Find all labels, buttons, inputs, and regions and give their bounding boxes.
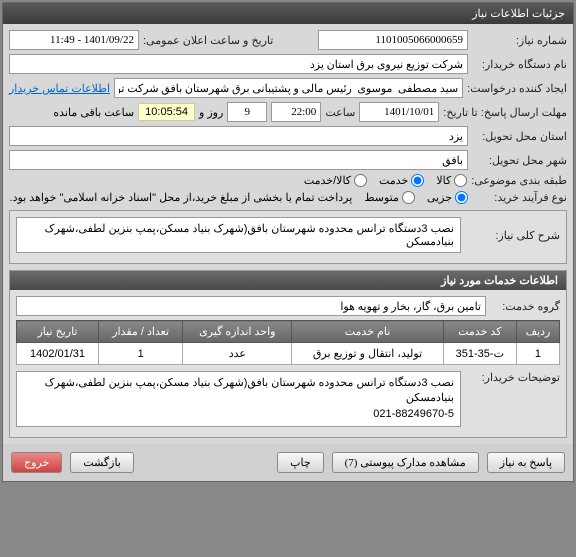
days-left-input[interactable] bbox=[227, 102, 267, 122]
general-desc-section: شرح کلی نیاز: نصب 3دستگاه ترانس محدوده ش… bbox=[9, 210, 567, 264]
footer-buttons: پاسخ به نیاز مشاهده مدارک پیوستی (7) چاپ… bbox=[3, 444, 573, 481]
back-button[interactable]: بازگشت bbox=[70, 452, 134, 473]
process-partial-label: جزیی bbox=[427, 191, 452, 204]
deadline-date-input[interactable] bbox=[359, 102, 439, 122]
topic-radio-group: کالا خدمت کالا/خدمت bbox=[304, 174, 467, 187]
process-medium-option[interactable]: متوسط bbox=[364, 191, 415, 204]
announce-datetime-input[interactable] bbox=[9, 30, 139, 50]
window-title: جزئیات اطلاعات نیاز bbox=[472, 8, 565, 20]
topic-goods-option[interactable]: کالا bbox=[436, 174, 467, 187]
general-desc-label: شرح کلی نیاز: bbox=[465, 229, 560, 242]
topic-service-radio[interactable] bbox=[411, 174, 424, 187]
th-name: نام خدمت bbox=[292, 321, 443, 343]
process-medium-radio[interactable] bbox=[402, 191, 415, 204]
services-table: ردیف کد خدمت نام خدمت واحد اندازه گیری ت… bbox=[16, 320, 560, 365]
process-partial-option[interactable]: جزیی bbox=[427, 191, 468, 204]
topic-both-radio[interactable] bbox=[354, 174, 367, 187]
th-date: تاریخ نیاز bbox=[17, 321, 99, 343]
respond-button[interactable]: پاسخ به نیاز bbox=[487, 452, 565, 473]
topic-type-label: طبقه بندی موضوعی: bbox=[471, 174, 567, 187]
need-number-input[interactable] bbox=[318, 30, 468, 50]
buyer-label: نام دستگاه خریدار: bbox=[472, 58, 567, 71]
deadline-time-input[interactable] bbox=[271, 102, 321, 122]
th-unit: واحد اندازه گیری bbox=[183, 321, 292, 343]
buyer-name-input[interactable] bbox=[9, 54, 468, 74]
topic-goods-label: کالا bbox=[436, 174, 451, 187]
cell-row: 1 bbox=[516, 343, 559, 365]
buyer-notes-label: توضیحات خریدار: bbox=[465, 371, 560, 384]
province-input[interactable] bbox=[9, 126, 468, 146]
cell-qty: 1 bbox=[99, 343, 183, 365]
cell-unit: عدد bbox=[183, 343, 292, 365]
city-label: شهر محل تحویل: bbox=[472, 154, 567, 167]
time-label: ساعت bbox=[325, 106, 355, 119]
process-note: پرداخت تمام یا بخشی از مبلغ خرید،از محل … bbox=[10, 191, 353, 204]
attachments-button[interactable]: مشاهده مدارک پیوستی (7) bbox=[332, 452, 479, 473]
province-label: استان محل تحویل: bbox=[472, 130, 567, 143]
process-radio-group: جزیی متوسط bbox=[364, 191, 468, 204]
th-row: ردیف bbox=[516, 321, 559, 343]
main-window: جزئیات اطلاعات نیاز شماره نیاز: تاریخ و … bbox=[2, 2, 574, 482]
buyer-notes-box: نصب 3دستگاه ترانس محدوده شهرستان بافق(شه… bbox=[16, 371, 461, 427]
table-header-row: ردیف کد خدمت نام خدمت واحد اندازه گیری ت… bbox=[17, 321, 560, 343]
form-content: شماره نیاز: تاریخ و ساعت اعلان عمومی: نا… bbox=[3, 24, 573, 444]
services-section: اطلاعات خدمات مورد نیاز گروه خدمت: ردیف … bbox=[9, 270, 567, 438]
creator-label: ایجاد کننده درخواست: bbox=[467, 82, 567, 95]
announce-label: تاریخ و ساعت اعلان عمومی: bbox=[143, 34, 273, 47]
need-number-label: شماره نیاز: bbox=[472, 34, 567, 47]
topic-goods-radio[interactable] bbox=[454, 174, 467, 187]
th-qty: تعداد / مقدار bbox=[99, 321, 183, 343]
services-section-header: اطلاعات خدمات مورد نیاز bbox=[10, 271, 566, 290]
creator-input[interactable] bbox=[114, 78, 463, 98]
countdown-timer: 10:05:54 bbox=[138, 103, 195, 121]
th-code: کد خدمت bbox=[443, 321, 516, 343]
cell-date: 1402/01/31 bbox=[17, 343, 99, 365]
contact-link[interactable]: اطلاعات تماس خریدار bbox=[9, 82, 110, 95]
topic-service-label: خدمت bbox=[379, 174, 408, 187]
print-button[interactable]: چاپ bbox=[277, 452, 324, 473]
deadline-label: مهلت ارسال پاسخ: تا تاریخ: bbox=[443, 106, 567, 119]
process-medium-label: متوسط bbox=[364, 191, 399, 204]
topic-both-label: کالا/خدمت bbox=[304, 174, 351, 187]
general-desc-box: نصب 3دستگاه ترانس محدوده شهرستان بافق(شه… bbox=[16, 217, 461, 253]
topic-service-option[interactable]: خدمت bbox=[379, 174, 424, 187]
process-type-label: نوع فرآیند خرید: bbox=[472, 191, 567, 204]
process-partial-radio[interactable] bbox=[455, 191, 468, 204]
service-group-label: گروه خدمت: bbox=[490, 300, 560, 313]
service-group-input[interactable] bbox=[16, 296, 486, 316]
exit-button[interactable]: خروج bbox=[11, 452, 62, 473]
cell-name: تولید، انتقال و توزیع برق bbox=[292, 343, 443, 365]
topic-both-option[interactable]: کالا/خدمت bbox=[304, 174, 367, 187]
remaining-label: ساعت باقی مانده bbox=[53, 106, 134, 119]
city-input[interactable] bbox=[9, 150, 468, 170]
cell-code: ت-35-351 bbox=[443, 343, 516, 365]
window-titlebar: جزئیات اطلاعات نیاز bbox=[3, 3, 573, 24]
day-label: روز و bbox=[199, 106, 223, 119]
table-row[interactable]: 1 ت-35-351 تولید، انتقال و توزیع برق عدد… bbox=[17, 343, 560, 365]
